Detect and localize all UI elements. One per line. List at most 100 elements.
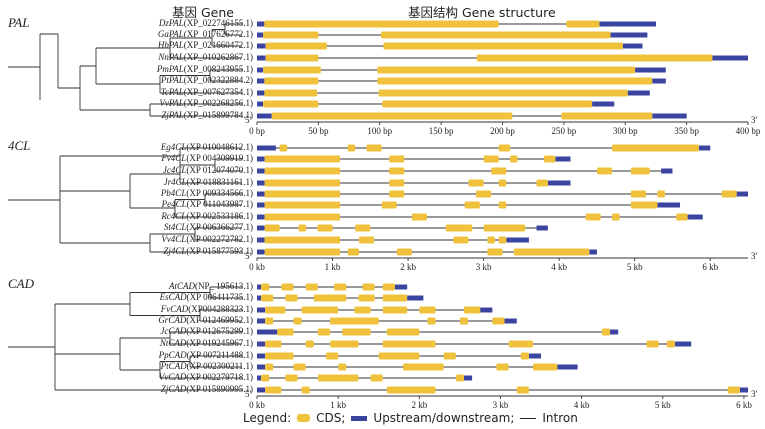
utr-segment bbox=[257, 387, 266, 393]
gene-symbol: Jr4CL bbox=[163, 177, 187, 187]
axis-tick-label: 0 kb bbox=[249, 262, 265, 272]
gene-label-pb4cl: Pb4CL(XP 009334566.1) bbox=[3, 188, 253, 199]
axis-tick-label: 100 bp bbox=[367, 126, 393, 136]
utr-segment bbox=[257, 318, 266, 324]
gene-label-vvcad: VvCAD(XP 002279718.1) bbox=[3, 372, 253, 383]
cds-segment bbox=[389, 179, 405, 187]
utr-segment bbox=[610, 329, 619, 335]
gene-accession: (XP_002268256.1) bbox=[183, 98, 253, 108]
cds-segment bbox=[264, 213, 341, 221]
utr-segment bbox=[698, 145, 711, 151]
cds-segment bbox=[585, 213, 601, 221]
cds-segment bbox=[264, 248, 341, 256]
cds-segment bbox=[464, 201, 480, 209]
cds-segment bbox=[301, 386, 310, 394]
gene-accession: (XP 018831161.1) bbox=[186, 177, 253, 187]
gene-accession: (XP_002322884.2) bbox=[183, 75, 253, 85]
cds-segment bbox=[330, 317, 379, 325]
cds-segment bbox=[476, 54, 713, 62]
gene-accession: (XP_007627354.1) bbox=[183, 87, 253, 97]
cds-segment bbox=[378, 352, 420, 360]
cds-segment bbox=[358, 294, 375, 302]
cds-segment bbox=[285, 294, 298, 302]
gene-symbol: Pb4CL bbox=[160, 188, 187, 198]
legend-cds-swatch bbox=[297, 414, 311, 422]
gene-label-dzpal: DzPAL(XP_022746155.1) bbox=[3, 18, 253, 29]
utr-segment bbox=[674, 341, 692, 347]
utr-segment bbox=[257, 249, 265, 255]
cds-segment bbox=[265, 317, 274, 325]
cds-segment bbox=[516, 386, 529, 394]
utr-segment bbox=[627, 90, 650, 96]
cds-segment bbox=[317, 374, 359, 382]
cds-segment bbox=[325, 352, 339, 360]
cds-segment bbox=[264, 155, 341, 163]
cds-segment bbox=[386, 386, 436, 394]
gene-symbol: Vv4CL bbox=[161, 234, 187, 244]
cds-segment bbox=[264, 201, 341, 209]
gene-accession: (XP_008243955.1) bbox=[183, 64, 253, 74]
utr-segment bbox=[599, 21, 656, 27]
axis-tick-label: 200 bp bbox=[490, 126, 515, 136]
gene-label-jccad: JcCAD(XP 012675299.1) bbox=[3, 326, 253, 337]
gene-accession: (XP 011043987.1) bbox=[186, 199, 253, 209]
phylogenetic-trees bbox=[8, 23, 242, 391]
cds-segment bbox=[498, 179, 507, 187]
cds-segment bbox=[596, 167, 613, 175]
cds-segment bbox=[293, 363, 306, 371]
axis-tick-label: 6 kb bbox=[736, 400, 752, 410]
axis-5prime-mark: 5′ bbox=[245, 115, 252, 125]
cds-segment bbox=[366, 144, 382, 152]
cds-segment bbox=[487, 248, 503, 256]
cds-segment bbox=[380, 31, 611, 39]
utr-segment bbox=[257, 341, 266, 347]
cds-segment bbox=[334, 283, 347, 291]
axis-tick-label: 350 bp bbox=[674, 126, 699, 136]
gene-symbol: Eg4CL bbox=[160, 142, 187, 152]
gene-label-pe4cl: Pe4CL(XP 011043987.1) bbox=[3, 199, 253, 210]
cds-segment bbox=[496, 363, 509, 371]
utr-segment bbox=[555, 156, 571, 162]
cds-segment bbox=[459, 317, 469, 325]
cds-segment bbox=[676, 213, 688, 221]
gene-label-vvpal: VvPAL(XP_002268256.1) bbox=[3, 98, 253, 109]
cds-segment bbox=[498, 144, 511, 152]
cds-segment bbox=[445, 224, 473, 232]
utr-segment bbox=[257, 180, 265, 186]
cds-segment bbox=[377, 77, 653, 85]
axis-5prime-mark: 5′ bbox=[245, 251, 252, 261]
cds-segment bbox=[491, 167, 507, 175]
cds-segment bbox=[377, 66, 636, 74]
cds-segment bbox=[492, 317, 505, 325]
cds-segment bbox=[263, 100, 319, 108]
legend-title: Legend: bbox=[243, 411, 292, 425]
utr-segment bbox=[394, 284, 408, 290]
axis-tick-label: 4 kb bbox=[551, 262, 568, 272]
cds-segment bbox=[381, 201, 397, 209]
utr-segment bbox=[528, 353, 542, 359]
gene-label-escad: EsCAD(XP 006411735.1) bbox=[3, 292, 253, 303]
gene-label-ptpal: PtPAL(XP_002322884.2) bbox=[3, 75, 253, 86]
cds-segment bbox=[536, 179, 548, 187]
utr-segment bbox=[257, 284, 262, 290]
utr-segment bbox=[257, 353, 266, 359]
gene-accession: (XP_021660472.1) bbox=[183, 40, 253, 50]
cds-segment bbox=[561, 112, 653, 120]
gene-symbol: HbPAL bbox=[157, 40, 184, 50]
cds-segment bbox=[498, 236, 507, 244]
cds-segment bbox=[463, 306, 481, 314]
gene-label-eg4cl: Eg4CL(XP 010048612.1) bbox=[3, 142, 253, 153]
utr-segment bbox=[480, 307, 493, 313]
gene-label-tcpal: TcPAL(XP_007627354.1) bbox=[3, 87, 253, 98]
gene-accession: (XP 012675299.1) bbox=[186, 326, 253, 336]
legend-utr-swatch bbox=[351, 415, 368, 421]
gene-symbol: PtCAD bbox=[160, 361, 187, 371]
gene-accession: (XP_022746155.1) bbox=[183, 18, 253, 28]
cds-segment bbox=[455, 374, 464, 382]
cds-segment bbox=[265, 42, 327, 50]
cds-segment bbox=[265, 352, 294, 360]
cds-segment bbox=[347, 248, 359, 256]
gene-symbol: EsCAD bbox=[159, 292, 187, 302]
gene-symbol: PpCAD bbox=[158, 350, 187, 360]
